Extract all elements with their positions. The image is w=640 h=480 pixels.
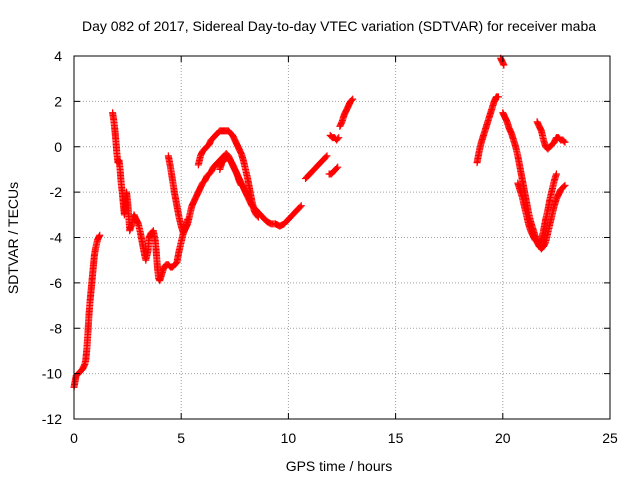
data-point-marker: [253, 212, 261, 220]
y-tick-label: -2: [50, 184, 63, 200]
y-tick-label: -12: [42, 411, 62, 427]
data-point-marker: [237, 181, 245, 189]
data-point-marker: [254, 213, 262, 221]
x-tick-label: 5: [177, 430, 185, 446]
data-point-marker: [323, 152, 331, 160]
data-points: [70, 54, 569, 391]
x-tick-label: 15: [388, 430, 404, 446]
data-point-marker: [322, 153, 330, 161]
x-tick-label: 20: [495, 430, 511, 446]
data-point-marker: [296, 203, 304, 211]
y-axis-title: SDTVAR / TECUs: [5, 182, 21, 294]
data-point-marker: [335, 134, 343, 142]
y-tick-label: -6: [50, 275, 63, 291]
data-point-marker: [334, 163, 342, 171]
x-tick-label: 10: [281, 430, 297, 446]
chart-title: Day 082 of 2017, Sidereal Day-to-day VTE…: [82, 18, 596, 34]
x-tick-label: 25: [602, 430, 618, 446]
y-tick-label: -4: [50, 230, 63, 246]
data-point-marker: [333, 164, 341, 172]
data-point-marker: [96, 231, 104, 239]
data-point-marker: [560, 137, 568, 145]
data-point-marker: [500, 61, 508, 69]
data-point-marker: [560, 182, 568, 190]
y-tick-label: 4: [54, 48, 62, 64]
data-point-marker: [552, 170, 560, 178]
y-tick-label: -8: [50, 320, 63, 336]
axis-ticks: 0 5 10 15 20 25 -12 -10 -8 -6 -4 -2 0 2 4: [42, 48, 618, 446]
data-point-marker: [348, 96, 356, 104]
data-point-marker: [184, 215, 192, 223]
y-tick-label: -10: [42, 366, 62, 382]
data-point-marker: [561, 138, 569, 146]
data-point-marker: [349, 95, 357, 103]
x-tick-label: 0: [70, 430, 78, 446]
data-point-marker: [297, 202, 305, 210]
data-point-marker: [561, 181, 569, 189]
data-point-marker: [334, 135, 342, 143]
data-point-marker: [495, 93, 503, 101]
x-axis-title: GPS time / hours: [286, 458, 393, 474]
y-tick-label: 0: [54, 139, 62, 155]
y-tick-label: 2: [54, 93, 62, 109]
